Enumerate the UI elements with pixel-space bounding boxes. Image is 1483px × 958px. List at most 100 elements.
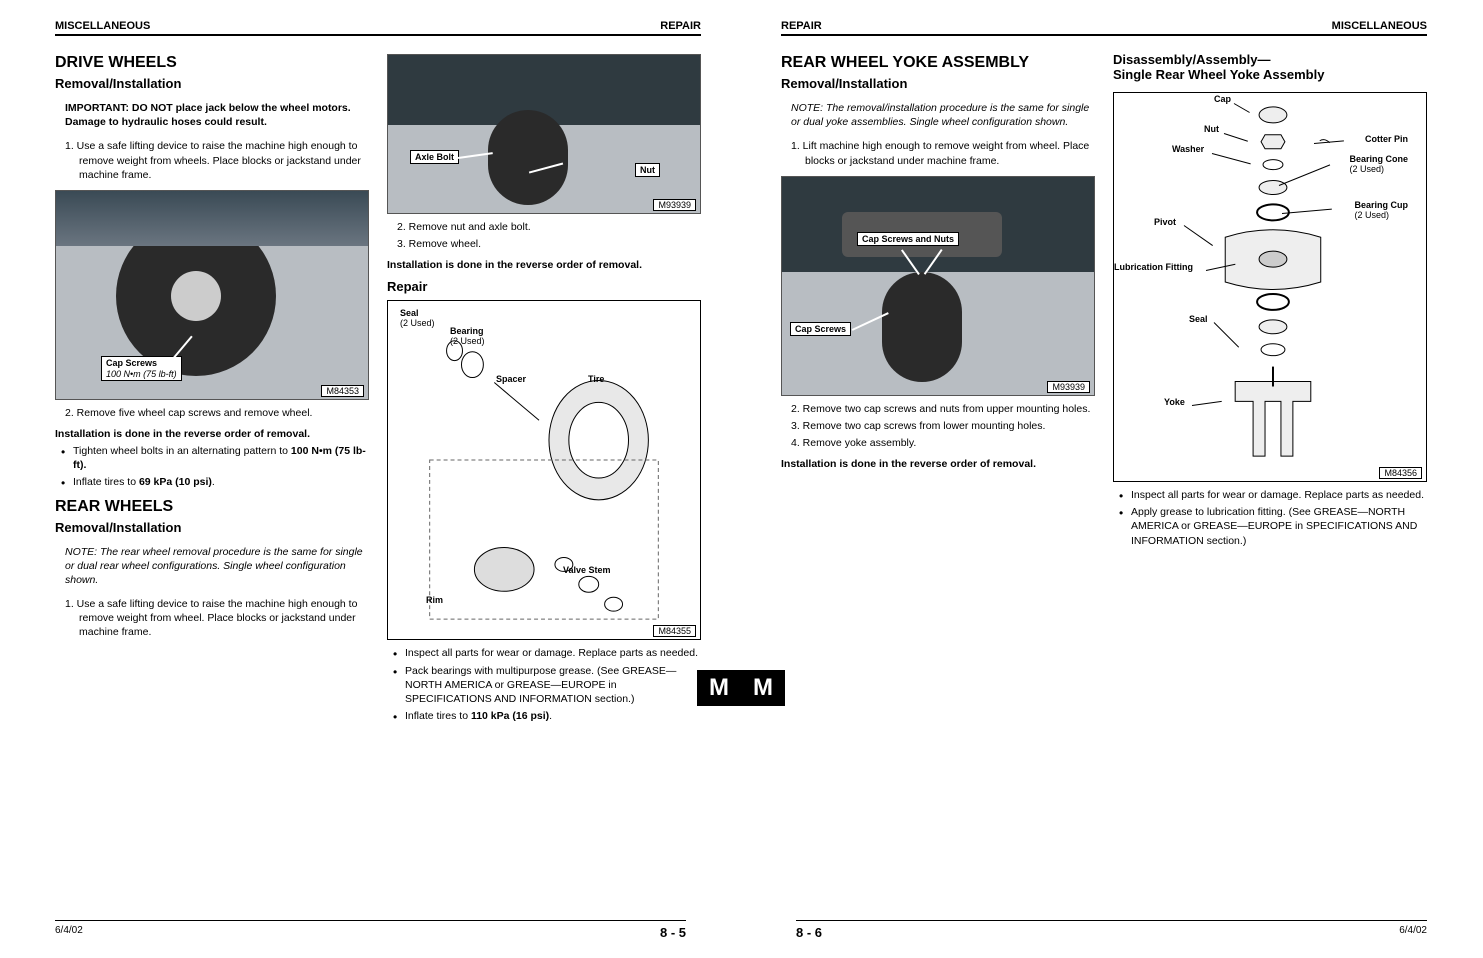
removal-install-heading: Removal/Installation [55, 76, 369, 91]
section-badge: M [697, 670, 741, 706]
bullet-torque: Tighten wheel bolts in an alternating pa… [73, 444, 369, 472]
repair-b3b: 110 kPa (16 psi) [471, 710, 549, 722]
label-bearing-s: (2 Used) [450, 336, 485, 346]
repair-b3a: Inflate tires to [405, 710, 471, 722]
lbcup-t: Bearing Cup [1354, 200, 1408, 210]
col-2: Axle Bolt Nut M93939 2. Remove nut and a… [387, 48, 701, 731]
figure-yoke: Cap Screws and Nuts Cap Screws M93939 [781, 176, 1095, 396]
col-1-r: REAR WHEEL YOKE ASSEMBLY Removal/Install… [781, 48, 1095, 556]
yoke-install-reverse: Installation is done in the reverse orde… [781, 458, 1095, 470]
footer-date: 6/4/02 [55, 925, 83, 940]
bullet-torque-a: Tighten wheel bolts in an alternating pa… [73, 445, 291, 457]
repair-bullets: Inspect all parts for wear or damage. Re… [387, 646, 701, 723]
yoke-removal-heading: Removal/Installation [781, 76, 1095, 91]
yoke-steps-1: 1. Lift machine high enough to remove we… [781, 139, 1095, 167]
step-1: 1. Use a safe lifting device to raise th… [65, 139, 369, 182]
label-bearing-cup: Bearing Cup(2 Used) [1354, 201, 1408, 221]
yoke-svg [1114, 93, 1426, 481]
drive-wheels-heading: DRIVE WHEELS [55, 54, 369, 72]
footer-right: 8 - 6 6/4/02 [796, 920, 1427, 940]
lbc-s: (2 Used) [1349, 164, 1384, 174]
label-pivot: Pivot [1154, 218, 1176, 228]
diagram-rear-wheel: Seal(2 Used) Bearing(2 Used) Spacer Tire… [387, 300, 701, 640]
yoke-bullet-2: Apply grease to lubrication fitting. (Se… [1131, 505, 1427, 548]
footer-page: 8 - 5 [660, 925, 686, 940]
bullet-inflate-a: Inflate tires to [73, 476, 139, 488]
label-yoke: Yoke [1164, 398, 1185, 408]
header-left-text: MISCELLANEOUS [55, 20, 150, 32]
columns-r: REAR WHEEL YOKE ASSEMBLY Removal/Install… [781, 48, 1427, 556]
diagram-yoke-exploded: Cap Nut Washer Cotter Pin Bearing Cone(2… [1113, 92, 1427, 482]
rear-wheels-heading: REAR WHEELS [55, 498, 369, 516]
callout-cap-screws-2: Cap Screws [790, 322, 851, 336]
yoke-note-text: The removal/installation procedure is th… [791, 102, 1089, 128]
note-text: The rear wheel removal procedure is the … [65, 546, 363, 586]
install-reverse-note: Installation is done in the reverse orde… [55, 428, 369, 440]
label-seal: Seal(2 Used) [400, 309, 435, 329]
lbc-t: Bearing Cone [1349, 154, 1408, 164]
figure-id-yoke: M93939 [1047, 381, 1090, 393]
callout-nut: Nut [635, 163, 660, 177]
step-2: 2. Remove five wheel cap screws and remo… [65, 406, 369, 420]
yoke-bullet-1: Inspect all parts for wear or damage. Re… [1131, 488, 1427, 502]
diagram-id-yoke: M84356 [1379, 467, 1422, 479]
yoke-heading: REAR WHEEL YOKE ASSEMBLY [781, 54, 1095, 72]
diagram-id: M84355 [653, 625, 696, 637]
col-2-r: Disassembly/Assembly— Single Rear Wheel … [1113, 48, 1427, 556]
label-nut: Nut [1204, 125, 1219, 135]
steps-2: 2. Remove five wheel cap screws and remo… [55, 406, 369, 420]
note-label: NOTE: [65, 546, 97, 558]
col-1: DRIVE WHEELS Removal/Installation IMPORT… [55, 48, 369, 731]
footer-page-r: 8 - 6 [796, 925, 822, 940]
axle-steps: 2. Remove nut and axle bolt. 3. Remove w… [387, 220, 701, 251]
figure-axle: Axle Bolt Nut M93939 [387, 54, 701, 214]
label-tire: Tire [588, 375, 604, 385]
yoke-step-2: 2. Remove two cap screws and nuts from u… [791, 402, 1095, 416]
yoke-bullets: Inspect all parts for wear or damage. Re… [1113, 488, 1427, 548]
bullet-inflate: Inflate tires to 69 kPa (10 psi). [73, 475, 369, 489]
repair-bullet-3: Inflate tires to 110 kPa (16 psi). [405, 709, 701, 723]
steps-1: 1. Use a safe lifting device to raise th… [55, 139, 369, 182]
axle-step-3: 3. Remove wheel. [397, 237, 701, 251]
header-right-pg: REPAIR MISCELLANEOUS [781, 20, 1427, 36]
label-rim: Rim [426, 596, 443, 606]
install-reverse-2: Installation is done in the reverse orde… [387, 259, 701, 271]
callout-axle-bolt: Axle Bolt [410, 150, 459, 164]
label-seal-s: (2 Used) [400, 318, 435, 328]
footer-left: 6/4/02 8 - 5 [55, 920, 686, 940]
columns: DRIVE WHEELS Removal/Installation IMPORT… [55, 48, 701, 731]
figure-id: M84353 [321, 385, 364, 397]
yoke-note: NOTE: The removal/installation procedure… [781, 101, 1095, 129]
header-right-text: REPAIR [660, 20, 701, 32]
important-label: IMPORTANT: [65, 102, 129, 114]
yoke-step-4: 4. Remove yoke assembly. [791, 436, 1095, 450]
exploded-svg [388, 301, 700, 639]
lbcup-s: (2 Used) [1354, 210, 1389, 220]
label-bearing: Bearing(2 Used) [450, 327, 485, 347]
important-note: IMPORTANT: DO NOT place jack below the w… [55, 101, 369, 129]
label-washer: Washer [1172, 145, 1204, 155]
label-valve-stem: Valve Stem [563, 566, 611, 576]
repair-heading: Repair [387, 279, 701, 294]
yoke-step-1: 1. Lift machine high enough to remove we… [791, 139, 1095, 167]
rear-note: NOTE: The rear wheel removal procedure i… [55, 545, 369, 588]
label-bearing-cone: Bearing Cone(2 Used) [1349, 155, 1408, 175]
axle-step-2: 2. Remove nut and axle bolt. [397, 220, 701, 234]
repair-bullet-1: Inspect all parts for wear or damage. Re… [405, 646, 701, 660]
header-right-text-r: MISCELLANEOUS [1332, 20, 1427, 32]
rear-step-1: 1. Use a safe lifting device to raise th… [65, 597, 369, 640]
label-cap: Cap [1214, 95, 1231, 105]
bullet-inflate-b: 69 kPa (10 psi) [139, 476, 212, 488]
repair-bullet-2: Pack bearings with multipurpose grease. … [405, 664, 701, 707]
footer-date-r: 6/4/02 [1399, 925, 1427, 940]
figure-drive-wheel: Cap Screws 100 N•m (75 lb-ft) M84353 [55, 190, 369, 400]
label-lub-fitting: Lubrication Fitting [1114, 263, 1193, 273]
label-cotter-pin: Cotter Pin [1365, 135, 1408, 145]
yoke-steps-2: 2. Remove two cap screws and nuts from u… [781, 402, 1095, 451]
label-seal-t: Seal [400, 308, 419, 318]
rear-steps: 1. Use a safe lifting device to raise th… [55, 597, 369, 640]
page-right: REPAIR MISCELLANEOUS M REAR WHEEL YOKE A… [741, 0, 1482, 958]
yoke-note-label: NOTE: [791, 102, 823, 114]
callout-cap-screws-label: Cap Screws [106, 358, 157, 368]
callout-cap-screws-torque: 100 N•m (75 lb-ft) [106, 369, 177, 379]
